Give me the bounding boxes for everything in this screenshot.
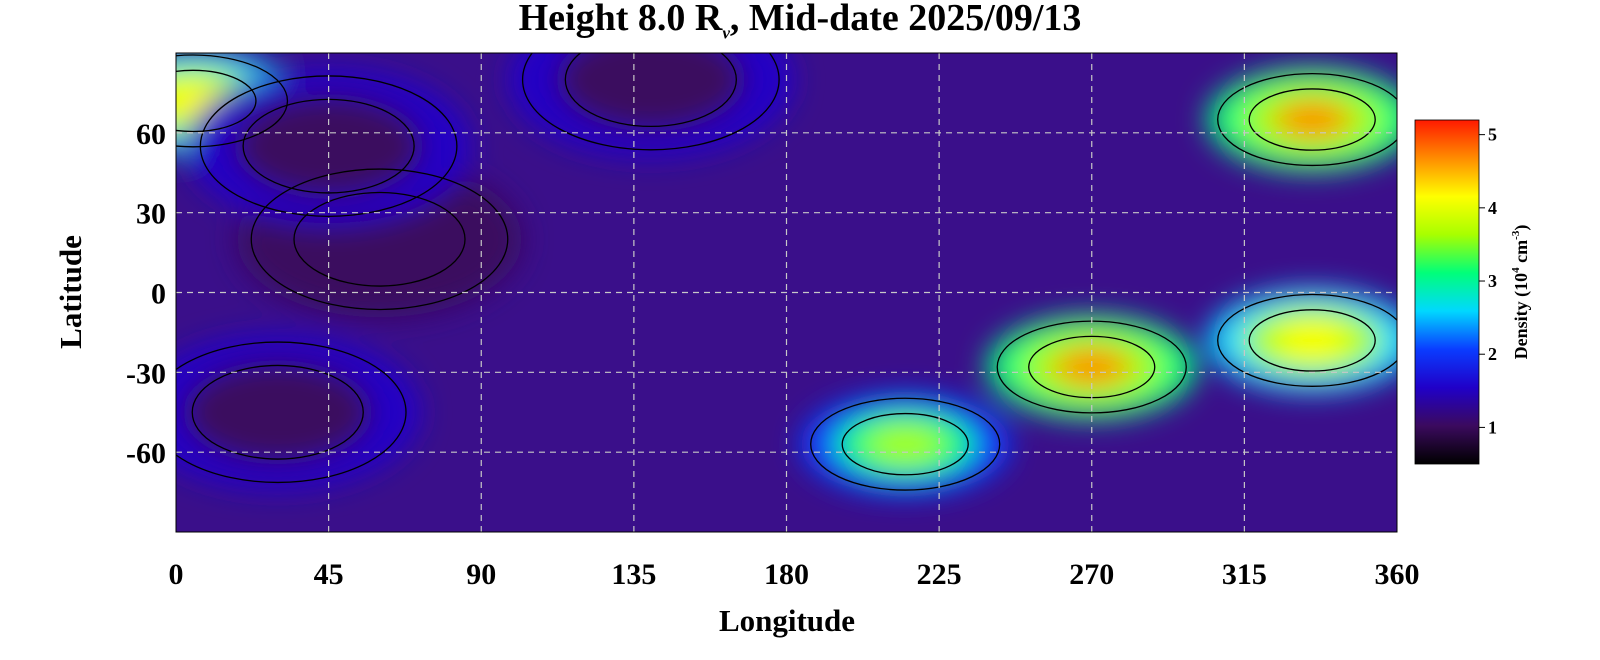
contour-4 (841, 412, 969, 476)
y-tick-label: -30 (126, 357, 166, 390)
contour-outer-7 (521, 53, 780, 151)
x-axis-ticks: 0 45 90 135 180 225 270 315 360 (169, 558, 1420, 591)
field-core-0 (1053, 348, 1131, 386)
colorbar-tick-label: 1 (1488, 417, 1497, 437)
y-tick-label: 0 (151, 278, 166, 311)
colorbar-tick-label: 3 (1488, 271, 1497, 291)
colorbar-ramp (1414, 119, 1480, 465)
field-core-3 (1273, 321, 1351, 360)
grid-lines (176, 53, 1397, 532)
colorbar-label: Density (104 cm-3) (1510, 225, 1532, 360)
contour-2 (176, 69, 257, 133)
y-tick-label: 30 (136, 198, 166, 231)
x-tick-label: 225 (917, 558, 962, 591)
colorbar: 1 2 3 4 5 Density (104 cm-3) (1414, 119, 1532, 465)
colorbar-ticks: 1 2 3 4 5 (1479, 125, 1497, 437)
title-main: Height 8.0 R (518, 0, 723, 39)
plot-area (176, 53, 1397, 532)
y-axis-label: Latitude (53, 235, 88, 349)
contour-8 (191, 364, 364, 460)
x-tick-label: 135 (611, 558, 656, 591)
x-axis-label: Longitude (719, 603, 855, 638)
field-core-1 (1273, 100, 1351, 139)
field-core-8 (225, 383, 330, 441)
y-axis-ticks: 60 30 0 -30 -60 (126, 118, 166, 470)
title-subscript: ν (722, 23, 730, 43)
colorbar-tick-label: 5 (1488, 125, 1497, 145)
x-tick-label: 0 (169, 558, 184, 591)
title-suffix: , Mid-date 2025/09/13 (729, 0, 1082, 39)
contour-1 (1248, 88, 1376, 151)
contour-outer-4 (810, 397, 1001, 491)
contour-outer-1 (1217, 72, 1397, 167)
y-tick-label: 60 (136, 118, 166, 151)
contour-3 (1248, 309, 1376, 372)
x-tick-label: 360 (1375, 558, 1420, 591)
plot-frame (175, 52, 1398, 533)
field-core-5 (327, 210, 432, 268)
density-field (176, 53, 1397, 496)
contour-7 (564, 53, 737, 128)
x-tick-label: 45 (314, 558, 344, 591)
y-tick-label: -60 (126, 437, 166, 470)
colorbar-tick-label: 4 (1488, 198, 1497, 218)
contour-outer-5 (250, 168, 509, 311)
contour-outer-8 (176, 341, 407, 484)
x-tick-label: 315 (1222, 558, 1267, 591)
x-tick-label: 270 (1069, 558, 1114, 591)
chart-title: Height 8.0 Rν, Mid-date 2025/09/13 (0, 0, 1600, 44)
x-tick-label: 180 (764, 558, 809, 591)
field-core-7 (598, 53, 704, 109)
contour-outer-3 (1217, 293, 1397, 387)
contour-outer-2 (176, 54, 289, 148)
colorbar-tick-label: 2 (1488, 344, 1497, 364)
contour-5 (293, 191, 466, 287)
x-tick-label: 90 (466, 558, 496, 591)
field-core-4 (866, 425, 944, 463)
